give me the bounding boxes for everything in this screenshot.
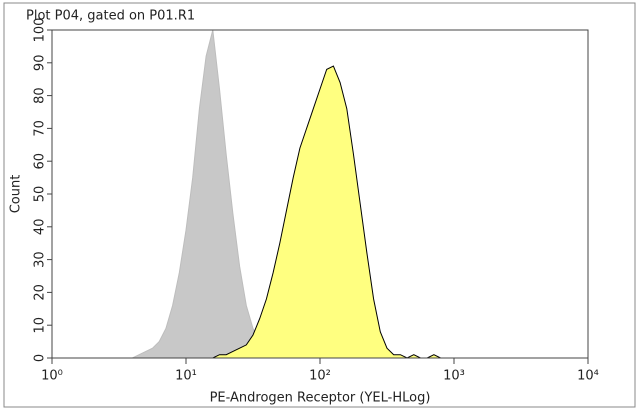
y-tick-label: 50 — [33, 186, 48, 203]
y-tick-label: 70 — [33, 120, 48, 137]
x-axis-label: PE-Androgen Receptor (YEL-HLog) — [210, 391, 431, 406]
chart-title: Plot P04, gated on P01.R1 — [26, 9, 195, 24]
x-tick-label: 10⁴ — [577, 369, 599, 384]
y-tick-label: 90 — [33, 55, 48, 72]
y-tick-label: 40 — [33, 219, 48, 236]
x-tick-label: 10² — [309, 369, 331, 384]
y-tick-label: 0 — [33, 354, 48, 362]
y-tick-label: 30 — [33, 251, 48, 268]
y-tick-label: 10 — [33, 317, 48, 334]
y-tick-label: 80 — [33, 87, 48, 104]
y-axis-label: Count — [9, 175, 24, 214]
x-tick-label: 10¹ — [175, 369, 197, 384]
x-tick-label: 10³ — [443, 369, 465, 384]
x-tick-label: 10⁰ — [41, 369, 63, 384]
y-tick-label: 100 — [33, 18, 48, 43]
y-tick-label: 60 — [33, 153, 48, 170]
y-tick-label: 20 — [33, 284, 48, 301]
